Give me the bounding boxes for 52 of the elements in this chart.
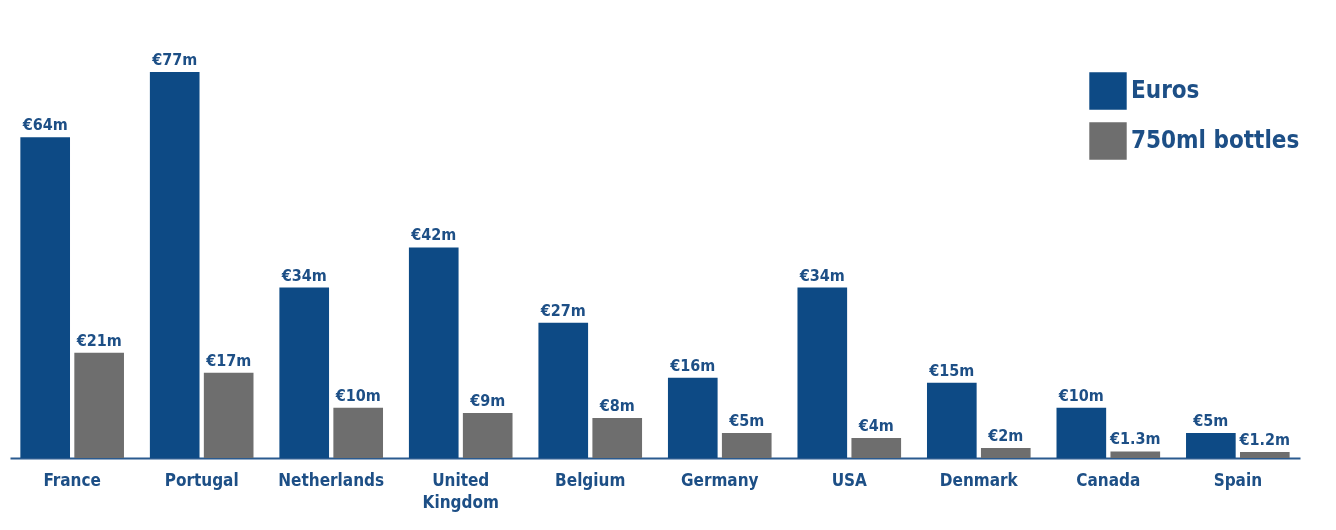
bar [667, 377, 718, 458]
data-label: €8m [598, 395, 635, 415]
bar [1110, 451, 1161, 458]
bar [1056, 407, 1107, 458]
bar [203, 372, 254, 458]
data-label: €10m [1057, 385, 1104, 405]
data-label: €17m [205, 350, 252, 370]
bar [462, 412, 513, 458]
x-tick-label: United Kingdom [422, 469, 499, 512]
x-tick-label: Canada [1076, 469, 1141, 490]
bar [279, 287, 330, 458]
bar [408, 247, 459, 458]
bar [797, 287, 848, 458]
legend-label: Euros [1131, 76, 1200, 104]
bar [721, 432, 772, 458]
data-label: €27m [539, 300, 586, 320]
bar [592, 417, 643, 458]
bar [149, 72, 200, 458]
data-label: €42m [410, 225, 457, 245]
x-tick-label: Netherlands [278, 469, 385, 490]
data-label: €16m [669, 355, 716, 375]
bar [74, 352, 124, 458]
x-tick-label: Denmark [939, 469, 1019, 490]
data-label: €15m [928, 360, 975, 380]
x-tick-label: USA [831, 469, 868, 490]
data-label: €5m [1192, 410, 1229, 430]
data-label: €64m [21, 115, 68, 135]
bar [980, 447, 1031, 458]
data-label: €34m [798, 265, 845, 285]
bar [538, 322, 589, 458]
bar [333, 407, 384, 458]
data-label: €21m [75, 330, 122, 350]
data-label: €77m [151, 50, 198, 69]
data-label: €2m [987, 425, 1024, 445]
data-label: €10m [334, 385, 381, 405]
x-tick-label: Belgium [555, 469, 626, 490]
data-label: €5m [728, 410, 765, 430]
legend-label: 750ml bottles [1131, 126, 1300, 154]
data-label: €1.2m [1238, 429, 1291, 449]
data-label: €9m [469, 390, 506, 410]
bar [1186, 432, 1236, 458]
data-label: €1.3m [1109, 429, 1161, 449]
bar [20, 137, 71, 458]
x-tick-label: Spain [1213, 469, 1263, 490]
x-tick-label: France [43, 469, 101, 490]
data-label: €4m [857, 415, 894, 435]
bar [926, 382, 977, 458]
x-tick-label: Germany [680, 469, 759, 490]
bar [851, 437, 902, 458]
bar [1239, 451, 1290, 458]
x-tick-label: Portugal [164, 469, 239, 490]
data-label: €34m [280, 265, 327, 285]
